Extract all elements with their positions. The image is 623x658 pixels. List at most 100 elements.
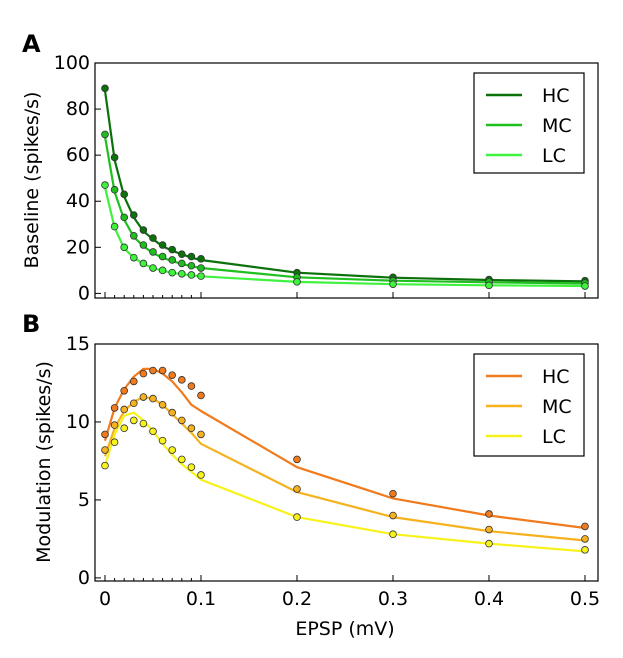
x-tick-label: 0 — [99, 588, 111, 610]
data-point-mc — [110, 185, 119, 194]
data-point-mc — [485, 525, 493, 534]
data-point-mc — [158, 252, 167, 261]
x-tick-label: 0.4 — [474, 588, 504, 610]
panel-a-ylabel: Baseline (spikes/s) — [21, 92, 43, 269]
data-point-mc — [130, 399, 138, 408]
data-point-lc — [158, 266, 167, 275]
data-point-lc — [178, 455, 186, 464]
data-point-lc — [389, 530, 397, 539]
data-point-hc — [158, 366, 167, 375]
legend-label-hc: HC — [542, 366, 570, 388]
data-point-hc — [139, 369, 148, 378]
legend-label-lc: LC — [542, 426, 566, 448]
panel-a-plot: 0 20 40 60 80 100 HC MC LC — [54, 52, 599, 304]
x-tick-label: 0.2 — [282, 588, 312, 610]
data-point-lc — [139, 259, 148, 268]
data-point-mc — [130, 231, 138, 240]
x-tick-label: 0.3 — [378, 588, 408, 610]
y-tick-label: 10 — [66, 411, 90, 433]
data-point-hc — [101, 84, 109, 93]
data-point-mc — [581, 535, 589, 543]
data-point-lc — [110, 438, 119, 447]
panel-b-label: B — [22, 310, 40, 338]
data-point-lc — [581, 546, 589, 554]
data-point-hc — [293, 455, 301, 464]
data-point-hc — [178, 250, 186, 259]
y-tick-label: 0 — [78, 567, 90, 589]
data-point-hc — [139, 226, 148, 234]
panel-a-label: A — [22, 30, 41, 58]
y-tick-label: 20 — [66, 236, 90, 258]
data-point-hc — [130, 377, 138, 386]
plot-a-frame — [94, 62, 599, 299]
data-point-lc — [101, 181, 109, 189]
panel-b-ylabel: Modulation (spikes/s) — [33, 361, 55, 563]
data-point-mc — [101, 130, 109, 139]
data-point-lc — [120, 424, 128, 432]
data-point-hc — [197, 391, 205, 400]
data-point-mc — [293, 485, 301, 493]
series-line-lc — [103, 411, 586, 553]
data-point-hc — [389, 489, 397, 498]
data-point-hc — [120, 386, 128, 395]
data-point-hc — [101, 430, 109, 439]
data-point-mc — [197, 430, 205, 439]
data-point-mc — [139, 241, 148, 249]
data-point-lc — [187, 463, 196, 471]
data-point-hc — [130, 211, 138, 219]
data-point-hc — [110, 404, 119, 412]
data-point-lc — [485, 281, 493, 290]
data-point-lc — [187, 271, 196, 279]
data-point-lc — [101, 461, 109, 470]
data-point-lc — [110, 222, 119, 231]
data-point-mc — [168, 256, 177, 264]
data-point-hc — [197, 255, 205, 263]
y-tick-label: 100 — [54, 52, 90, 74]
data-point-mc — [178, 259, 186, 268]
y-tick-label: 80 — [66, 98, 90, 120]
data-point-lc — [197, 272, 205, 280]
legend-box — [473, 72, 585, 174]
x-tick-label: 0.1 — [186, 588, 216, 610]
legend-label-mc: MC — [542, 115, 572, 137]
panel-b-xlabel: EPSP (mV) — [295, 618, 394, 640]
data-point-hc — [110, 153, 119, 162]
x-tick-label: 0.5 — [570, 588, 600, 610]
data-point-mc — [110, 421, 119, 429]
data-point-hc — [187, 382, 196, 390]
legend-label-lc: LC — [542, 145, 566, 167]
data-point-lc — [139, 419, 148, 428]
y-tick-label: 15 — [66, 333, 90, 355]
data-point-lc — [485, 539, 493, 548]
data-point-mc — [158, 401, 167, 409]
data-point-lc — [158, 436, 167, 445]
data-point-lc — [178, 270, 186, 278]
y-tick-label: 5 — [78, 489, 90, 511]
data-point-mc — [187, 424, 196, 432]
data-point-lc — [130, 253, 138, 262]
data-point-lc — [120, 243, 128, 252]
y-tick-label: 0 — [78, 282, 90, 304]
data-point-hc — [168, 245, 177, 254]
plot-b-frame — [94, 343, 599, 582]
data-point-mc — [149, 394, 157, 403]
data-point-lc — [130, 416, 138, 425]
data-point-mc — [178, 416, 186, 425]
data-point-lc — [197, 471, 205, 479]
data-point-lc — [149, 264, 157, 272]
y-tick-label: 40 — [66, 190, 90, 212]
series-line-lc — [103, 187, 586, 288]
data-point-hc — [178, 376, 186, 384]
data-point-mc — [101, 446, 109, 454]
data-point-lc — [168, 446, 177, 454]
data-point-hc — [485, 510, 493, 518]
data-point-mc — [197, 264, 205, 272]
data-point-hc — [168, 371, 177, 379]
data-point-lc — [293, 278, 301, 286]
y-tick-label: 60 — [66, 144, 90, 166]
data-point-mc — [168, 408, 177, 417]
data-point-lc — [389, 280, 397, 288]
data-point-lc — [168, 268, 177, 277]
data-point-hc — [149, 366, 157, 375]
